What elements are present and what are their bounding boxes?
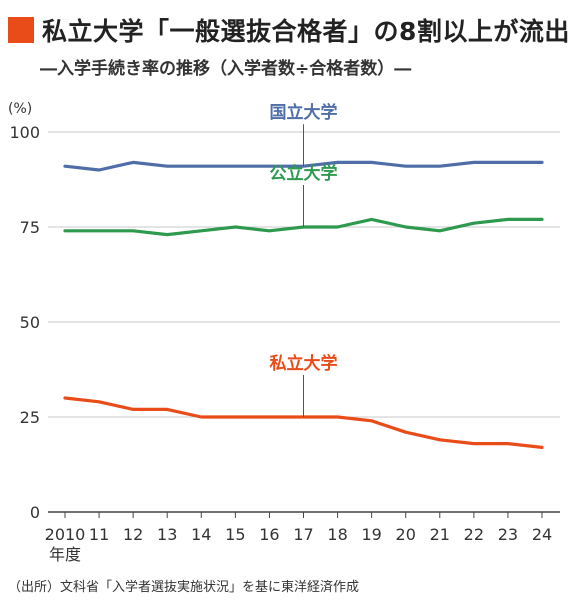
x-tick-label: 21 (430, 525, 450, 544)
x-tick-label: 12 (123, 525, 143, 544)
y-tick-label: 25 (20, 408, 40, 427)
x-tick-label: 11 (89, 525, 109, 544)
x-tick-label: 17 (293, 525, 313, 544)
y-unit-label: (%) (8, 101, 32, 117)
y-tick-label: 100 (9, 123, 40, 142)
x-tick-label: 23 (498, 525, 518, 544)
x-tick-label: 2010 (45, 525, 86, 544)
x-tick-label: 15 (225, 525, 245, 544)
x-tick-label: 20 (396, 525, 416, 544)
x-tick-label: 14 (191, 525, 211, 544)
series-label: 私立大学 (270, 353, 338, 374)
y-tick-label: 0 (30, 503, 40, 522)
x-tick-label: 13 (157, 525, 177, 544)
series-label: 国立大学 (270, 102, 338, 123)
x-unit-label: 年度 (49, 545, 81, 564)
x-tick-label: 16 (259, 525, 279, 544)
chart-subtitle: ―入学手続き率の推移（入学者数÷合格者数）― (40, 59, 412, 79)
series-label: 公立大学 (270, 163, 338, 184)
title-row: 私立大学「一般選抜合格者」の8割以上が流出 (8, 14, 570, 46)
x-tick-label: 18 (327, 525, 347, 544)
x-tick-label: 24 (532, 525, 552, 544)
y-tick-label: 50 (20, 313, 40, 332)
chart-title: 私立大学「一般選抜合格者」の8割以上が流出 (42, 17, 570, 46)
y-tick-label: 75 (20, 218, 40, 237)
x-tick-label: 19 (361, 525, 381, 544)
line-chart: 0 25 50 75 100 (%) 2010 11 12 13 14 15 16 17 18 19 20 21 2… (8, 101, 560, 564)
source-note: （出所）文科省「入学者選抜実施状況」を基に東洋経済作成 (8, 580, 360, 595)
title-square-icon (8, 17, 34, 43)
x-tick-label: 22 (464, 525, 484, 544)
